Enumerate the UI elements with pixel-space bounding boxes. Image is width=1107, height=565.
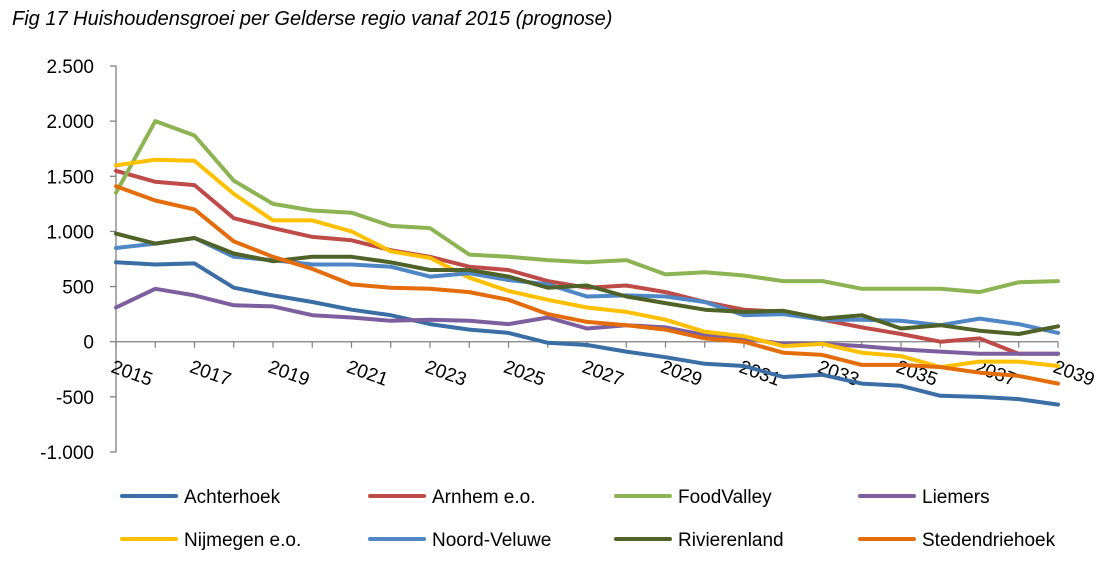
legend: Achterhoek Arnhem e.o. FoodValley Liemers Ni…	[120, 487, 1056, 551]
legend-label-arnhem-e-o: Arnhem e.o.	[432, 487, 536, 508]
x-tick-label: 2027	[579, 357, 626, 391]
series-line-arnhem-e-o	[114, 168, 1060, 356]
x-tick-label: 2017	[187, 357, 234, 391]
series-line-rivierenland	[114, 231, 1060, 336]
x-tick-label: 2019	[265, 357, 312, 391]
legend-label-rivierenland: Rivierenland	[678, 530, 784, 551]
x-tick-label: 2021	[344, 357, 391, 391]
series-line-achterhoek	[114, 260, 1060, 407]
series-lines	[114, 119, 1060, 407]
y-tick-label: 2.500	[46, 57, 94, 78]
x-tick-label: 2023	[422, 357, 469, 391]
legend-label-nijmegen-e-o: Nijmegen e.o.	[184, 530, 301, 551]
y-tick-label: 1.000	[46, 222, 94, 243]
x-tick-label: 2025	[501, 357, 548, 391]
y-tick-label: -1.000	[40, 443, 94, 464]
chart-title: Fig 17 Huishoudensgroei per Gelderse reg…	[12, 8, 613, 30]
series-line-stedendriehoek	[114, 184, 1060, 386]
legend-label-stedendriehoek: Stedendriehoek	[922, 530, 1056, 551]
series-line-liemers	[114, 286, 1060, 356]
y-tick-label: 0	[83, 333, 94, 354]
legend-label-noord-veluwe: Noord-Veluwe	[432, 530, 551, 551]
series-line-nijmegen-e-o	[114, 157, 1060, 370]
y-tick-label: -500	[56, 388, 94, 409]
legend-label-foodvalley: FoodValley	[678, 487, 772, 508]
legend-label-achterhoek: Achterhoek	[184, 487, 281, 508]
series-line-foodvalley	[114, 119, 1060, 295]
x-tick-label: 2039	[1050, 357, 1097, 391]
y-tick-label: 2.000	[46, 112, 94, 133]
legend-label-liemers: Liemers	[922, 487, 990, 508]
x-tick-label: 2015	[108, 357, 155, 391]
y-tick-label: 1.500	[46, 167, 94, 188]
y-tick-label: 500	[62, 278, 94, 299]
